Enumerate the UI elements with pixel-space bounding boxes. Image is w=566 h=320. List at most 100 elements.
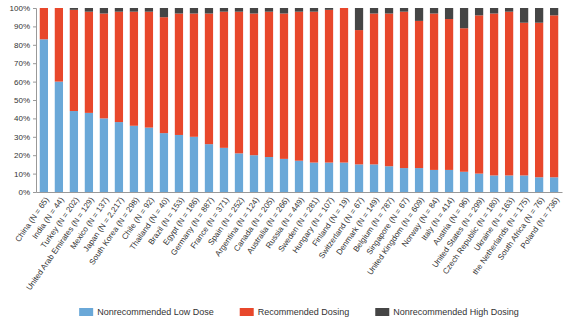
bar-segment (85, 8, 93, 12)
bar-segment (490, 14, 498, 176)
bar-segment (145, 8, 153, 12)
bar-segment (490, 8, 498, 14)
bar-segment (250, 155, 258, 192)
bar-segment (445, 19, 453, 170)
y-tick-label: 30% (14, 133, 30, 142)
y-tick-label: 10% (14, 170, 30, 179)
bar-segment (400, 168, 408, 192)
y-tick-mark (33, 174, 36, 175)
bar-segment (520, 175, 528, 192)
y-tick-label: 0% (18, 188, 30, 197)
bar-segment (190, 8, 198, 14)
y-axis: 0%10%20%30%40%50%60%70%80%90%100% (10, 4, 37, 197)
bar-segment (145, 128, 153, 192)
bar-segment (325, 8, 333, 10)
x-axis-line (37, 192, 563, 193)
y-tick-label: 70% (14, 59, 30, 68)
bar-segment (505, 175, 513, 192)
bar-segment (250, 8, 258, 14)
bar-segment (160, 133, 168, 192)
bar-segment (175, 8, 183, 14)
y-tick-mark (33, 8, 36, 9)
bar-segment (550, 177, 558, 192)
bar-segment (415, 8, 423, 21)
bar-segment (415, 168, 423, 192)
bar-segment (40, 8, 48, 9)
x-tick-label: Czech Republic (N = 180) (441, 195, 501, 276)
bar-segment (145, 12, 153, 128)
bar-segment (385, 166, 393, 192)
y-tick-mark (33, 118, 36, 119)
plot: 0%10%20%30%40%50%60%70%80%90%100%China (… (10, 4, 563, 292)
bar-segment (535, 23, 543, 178)
bar-segment (265, 157, 273, 192)
bar-segment (460, 28, 468, 172)
bar-segment (340, 8, 348, 9)
legend-label: Nonrecommended Low Dose (97, 307, 214, 317)
bar-segment (370, 8, 378, 14)
bar-segment (235, 12, 243, 154)
bar-segment (340, 8, 348, 163)
bar-segment (190, 14, 198, 137)
legend: Nonrecommended Low DoseRecommended Dosin… (79, 307, 519, 317)
bar-segment (220, 8, 228, 12)
y-tick-label: 80% (14, 41, 30, 50)
bar-segment (40, 39, 48, 192)
bar-segment (370, 164, 378, 192)
bar-segment (505, 8, 513, 12)
x-tick-label: the Netherlands (N = 175) (471, 195, 531, 276)
series-2 (70, 8, 558, 30)
bar-segment (460, 8, 468, 28)
bar-segment (295, 8, 303, 12)
bar-segment (55, 82, 63, 192)
legend-swatch (79, 308, 93, 316)
y-tick-mark (33, 192, 36, 193)
legend-swatch (375, 308, 389, 316)
bar-segment (460, 172, 468, 192)
y-tick-mark (33, 155, 36, 156)
y-tick: 80% (14, 41, 36, 50)
bar-segment (130, 8, 138, 12)
bar-segment (445, 8, 453, 19)
bar-segment (445, 170, 453, 192)
y-tick: 50% (14, 96, 36, 105)
bar-segment (550, 8, 558, 15)
bar-segment (130, 126, 138, 192)
bar-segment (115, 8, 123, 12)
bar-segment (520, 23, 528, 176)
bar-segment (505, 12, 513, 176)
bar-segment (325, 10, 333, 163)
bar-segment (160, 8, 168, 17)
y-tick: 40% (14, 114, 36, 123)
y-tick-label: 50% (14, 96, 30, 105)
bar-segment (325, 163, 333, 192)
x-tick-label: United Kingdom (N = 609) (365, 195, 426, 276)
bar-segment (475, 15, 483, 173)
bar-segment (280, 8, 288, 14)
bar-segment (340, 163, 348, 192)
bar-segment (265, 8, 273, 12)
series-1 (40, 8, 558, 177)
y-tick-label: 20% (14, 151, 30, 160)
bar-segment (535, 8, 543, 23)
bar-segment (70, 8, 78, 10)
bar-segment (310, 163, 318, 192)
legend-label: Nonrecommended High Dosing (393, 307, 519, 317)
bar-segment (400, 8, 408, 12)
y-tick-mark (33, 137, 36, 138)
y-axis-line (33, 9, 37, 193)
bar-segment (115, 122, 123, 192)
x-axis: China (N = 65)India (N = 44)Turkey (N = … (13, 192, 562, 292)
bar-segment (70, 10, 78, 111)
y-tick: 10% (14, 170, 36, 179)
y-tick-label: 90% (14, 22, 30, 31)
bar-segment (100, 118, 108, 192)
bar-segment (265, 12, 273, 157)
bar-segment (190, 137, 198, 192)
y-tick-label: 60% (14, 78, 30, 87)
x-tick: Poland (N = 736) (519, 192, 561, 250)
bar-segment (40, 8, 48, 39)
y-tick-mark (33, 63, 36, 64)
chart: 0%10%20%30%40%50%60%70%80%90%100%China (… (0, 0, 566, 320)
bar-segment (205, 144, 213, 192)
